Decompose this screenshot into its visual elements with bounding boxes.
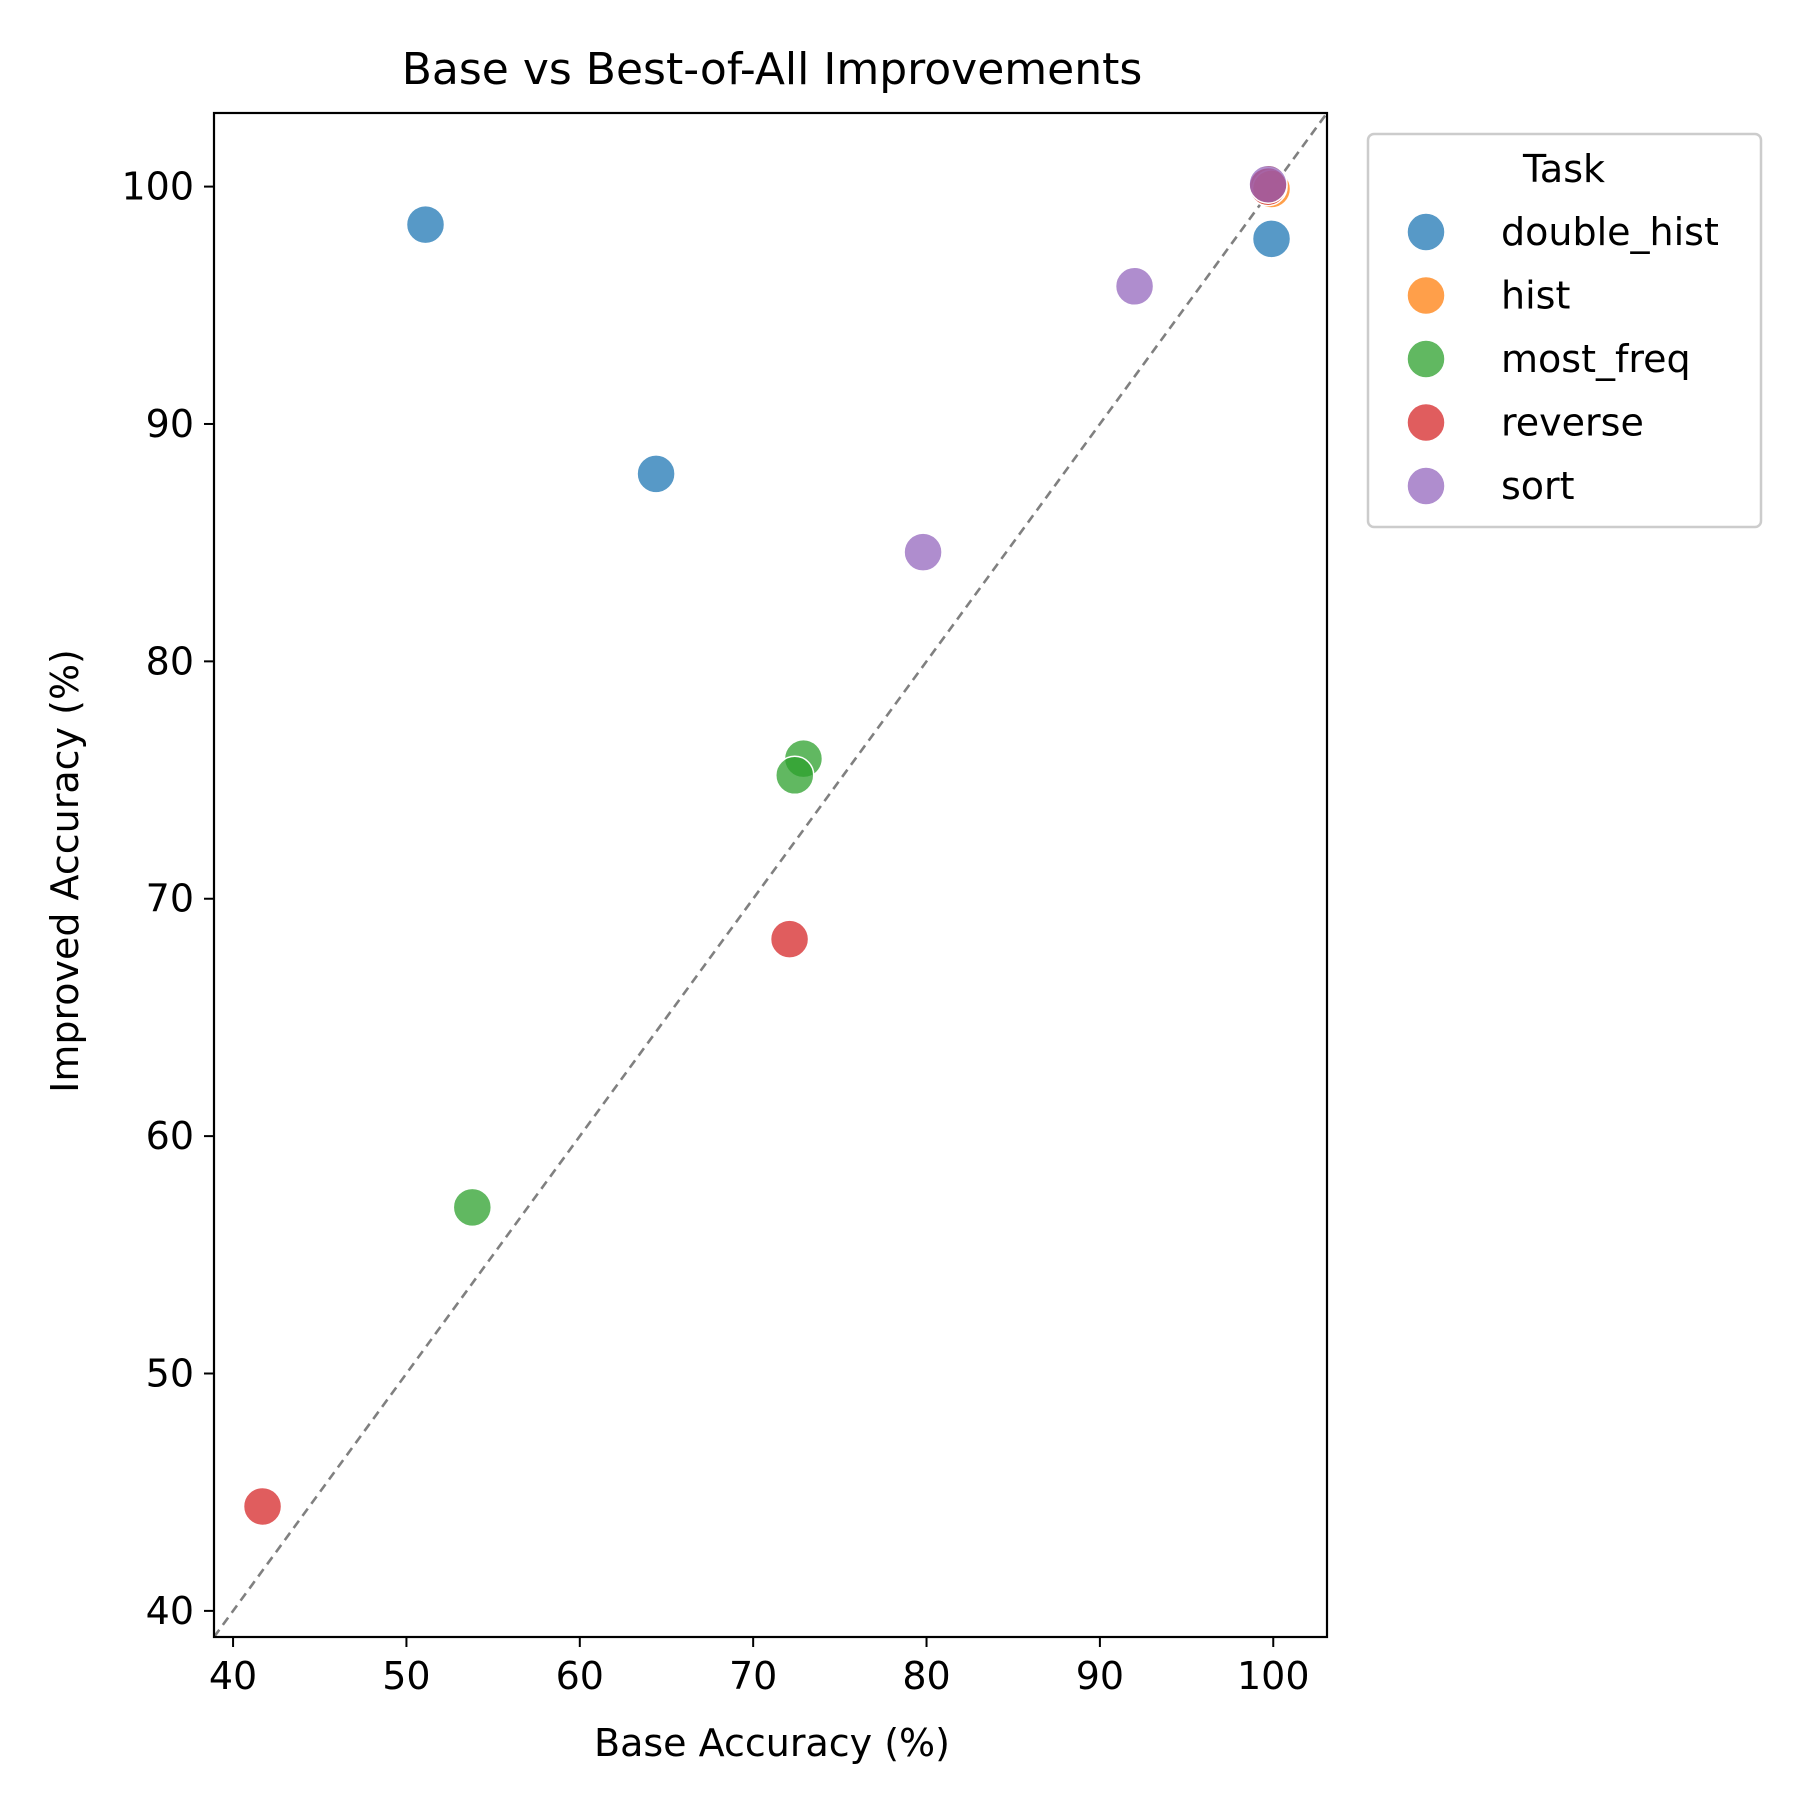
- data-point-sort: [903, 532, 943, 572]
- y-axis-label: Improved Accuracy (%): [43, 649, 87, 1093]
- x-tick-label: 70: [729, 1654, 777, 1698]
- x-tick-label: 50: [382, 1654, 430, 1698]
- y-tick-label: 60: [146, 1114, 194, 1158]
- x-tick-label: 80: [902, 1654, 950, 1698]
- y-tick-label: 80: [146, 639, 194, 683]
- plot-area: [214, 113, 1327, 1637]
- data-point-reverse: [769, 919, 810, 959]
- legend-label-hist: hist: [1501, 274, 1570, 318]
- y-tick-label: 100: [121, 165, 194, 209]
- legend-marker-reverse: [1406, 402, 1446, 443]
- plot-frame: [212, 111, 1329, 1639]
- x-tick-label: 60: [556, 1654, 604, 1698]
- y-tick-label: 40: [146, 1589, 194, 1633]
- x-tick-label: 90: [1076, 1654, 1124, 1698]
- y-tick-label: 70: [146, 877, 194, 921]
- data-point-double-hist: [405, 204, 446, 245]
- y-axis: 40 50 60 70 80 90 100: [121, 165, 214, 1633]
- legend-label-most-freq: most_freq: [1501, 337, 1691, 381]
- y-tick-label: 50: [146, 1352, 194, 1396]
- data-point-most-freq: [775, 755, 815, 796]
- chart-title: Base vs Best-of-All Improvements: [402, 44, 1143, 95]
- legend-marker-double-hist: [1406, 212, 1446, 252]
- x-axis-label: Base Accuracy (%): [594, 1721, 950, 1765]
- legend-box: [1366, 132, 1763, 529]
- legend-label-sort: sort: [1501, 464, 1575, 508]
- legend-marker-sort: [1406, 466, 1446, 506]
- legend-marker-hist: [1406, 275, 1446, 316]
- legend-label-double-hist: double_hist: [1501, 210, 1719, 254]
- x-axis: 40 50 60 70 80 90 100: [209, 1637, 1310, 1698]
- legend-marker-most-freq: [1406, 339, 1446, 379]
- x-tick-label: 100: [1237, 1654, 1310, 1698]
- data-point-double-hist: [636, 454, 676, 494]
- data-point-most-freq: [452, 1187, 493, 1228]
- data-point-double-hist: [1251, 219, 1292, 259]
- data-point-sort: [1248, 164, 1288, 204]
- x-tick-label: 40: [209, 1654, 257, 1698]
- data-point-reverse: [242, 1486, 283, 1527]
- reference-line: [214, 113, 1327, 1637]
- legend-title: Task: [1522, 147, 1605, 191]
- y-tick-label: 90: [146, 402, 194, 446]
- legend-label-reverse: reverse: [1501, 401, 1644, 445]
- data-point-sort: [1114, 266, 1155, 307]
